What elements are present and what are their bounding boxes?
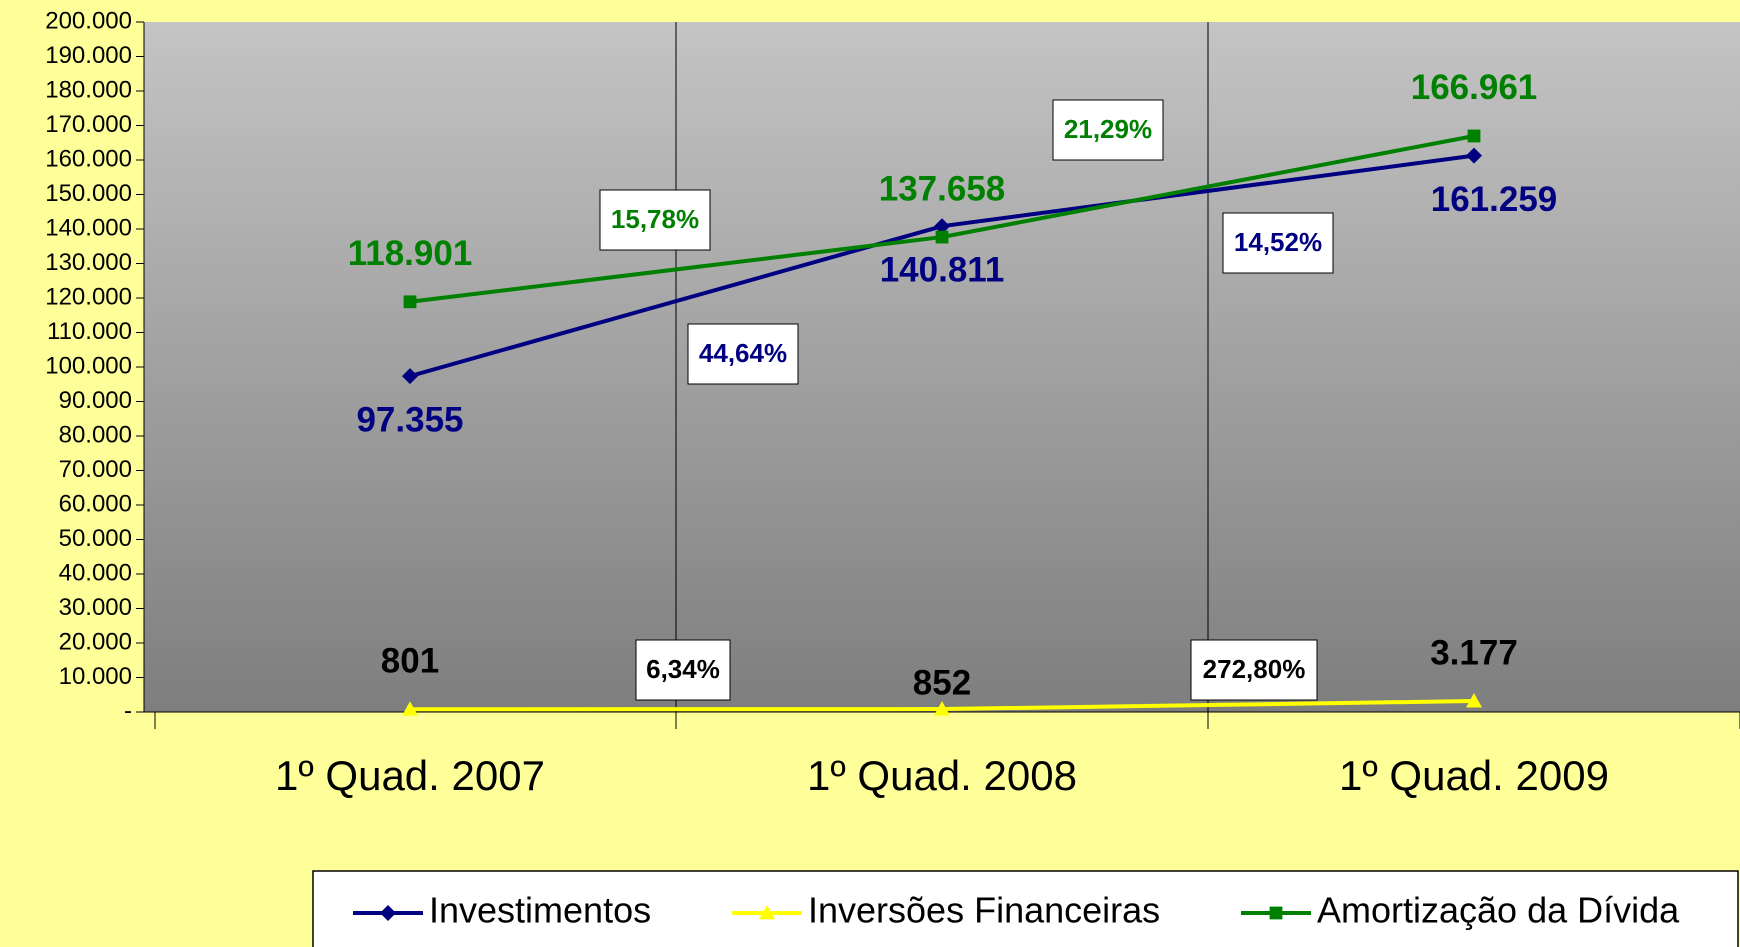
y-tick-label: 10.000 xyxy=(59,663,132,690)
data-point xyxy=(1466,693,1482,708)
data-point xyxy=(402,701,418,716)
plot-area xyxy=(144,22,1740,712)
data-point xyxy=(934,218,950,235)
y-tick-label: 110.000 xyxy=(47,318,132,345)
data-point xyxy=(402,368,418,385)
y-tick-label: 200.000 xyxy=(45,7,132,34)
y-tick-label: 150.000 xyxy=(45,180,132,207)
legend-marker xyxy=(380,905,396,921)
data-label: 166.961 xyxy=(1411,68,1538,107)
y-tick-label: 160.000 xyxy=(45,145,132,172)
annotation-box xyxy=(1190,639,1318,701)
data-point xyxy=(935,230,949,244)
legend-label: Inversões Financeiras xyxy=(808,890,1160,931)
y-tick-label: 90.000 xyxy=(59,387,132,414)
y-tick-label: 80.000 xyxy=(59,421,132,448)
data-label: 852 xyxy=(913,663,971,702)
annotation: 14,52% xyxy=(1234,227,1322,257)
y-tick-label: 170.000 xyxy=(45,111,132,138)
y-tick-label: 40.000 xyxy=(59,559,132,586)
y-tick-label: 120.000 xyxy=(45,283,132,310)
legend-label: Investimentos xyxy=(429,890,651,931)
y-tick-label: - xyxy=(124,697,132,724)
data-label: 118.901 xyxy=(348,234,473,273)
x-tick-label: 1º Quad. 2008 xyxy=(807,752,1077,799)
legend-label: Amortização da Dívida xyxy=(1317,890,1680,931)
legend-marker xyxy=(1269,906,1283,920)
data-label: 140.811 xyxy=(880,250,1005,289)
data-label: 137.658 xyxy=(879,169,1006,208)
annotation: 15,78% xyxy=(611,204,699,234)
y-tick-label: 30.000 xyxy=(59,594,132,621)
data-point xyxy=(1467,129,1481,143)
y-tick-label: 60.000 xyxy=(59,490,132,517)
legend xyxy=(312,870,1739,947)
annotation: 6,34% xyxy=(646,654,720,684)
data-label: 161.259 xyxy=(1431,180,1558,219)
y-tick-label: 130.000 xyxy=(45,249,132,276)
y-tick-label: 140.000 xyxy=(45,214,132,241)
y-tick-label: 190.000 xyxy=(45,42,132,69)
x-tick-label: 1º Quad. 2007 xyxy=(275,752,545,799)
annotation-box xyxy=(599,189,711,251)
data-point xyxy=(403,295,417,309)
y-tick-label: 100.000 xyxy=(45,352,132,379)
data-label: 97.355 xyxy=(356,400,463,439)
annotation: 272,80% xyxy=(1203,654,1306,684)
annotation-box xyxy=(1052,99,1164,161)
annotation-box xyxy=(1222,212,1334,274)
data-label: 3.177 xyxy=(1430,633,1518,672)
annotation: 21,29% xyxy=(1064,114,1152,144)
y-tick-label: 20.000 xyxy=(59,628,132,655)
y-tick-label: 70.000 xyxy=(59,456,132,483)
y-tick-label: 180.000 xyxy=(45,76,132,103)
legend-marker xyxy=(759,905,775,920)
annotation-box xyxy=(635,639,731,701)
data-label: 801 xyxy=(381,641,439,680)
annotation-box xyxy=(687,323,799,385)
x-tick-label: 1º Quad. 2009 xyxy=(1339,752,1609,799)
data-point xyxy=(1466,147,1482,164)
annotation: 44,64% xyxy=(699,338,787,368)
data-point xyxy=(934,701,950,716)
y-tick-label: 50.000 xyxy=(59,525,132,552)
